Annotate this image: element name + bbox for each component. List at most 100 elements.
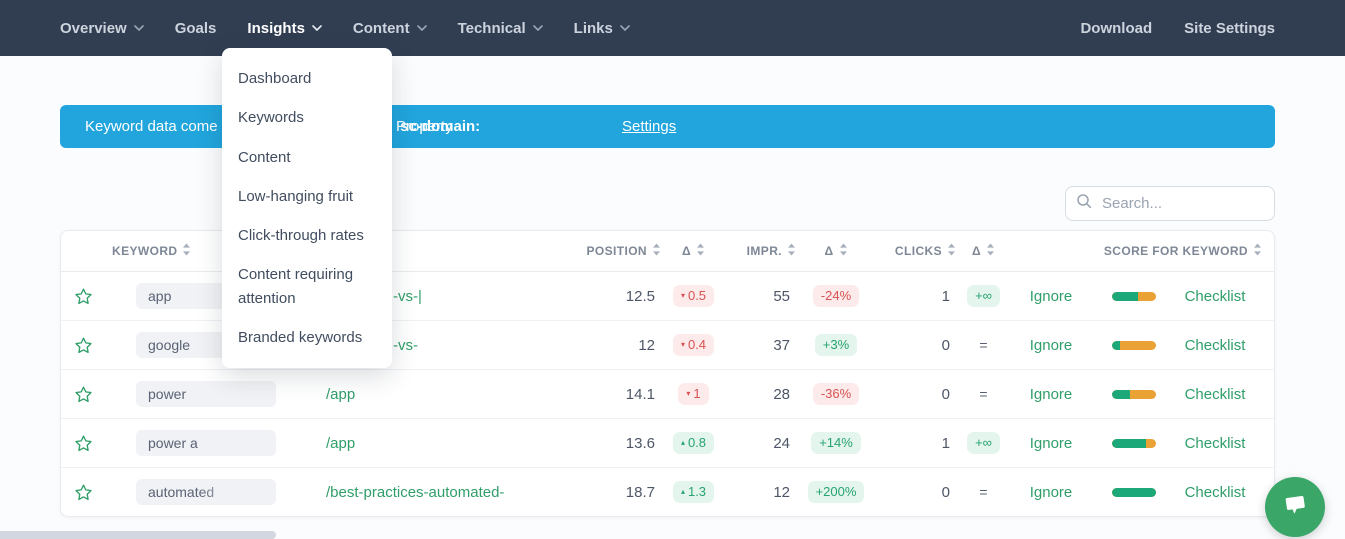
- sort-icon[interactable]: [182, 243, 191, 259]
- banner-message: Keyword data come: [85, 118, 218, 135]
- star-icon[interactable]: [61, 336, 106, 355]
- keyword-cell: automated: [106, 479, 301, 505]
- impressions-value: 55: [773, 287, 790, 305]
- position-delta-cell: ▾ 0.5: [661, 284, 726, 308]
- nav-item-links[interactable]: Links: [574, 20, 630, 37]
- nav-item-label: Links: [573, 19, 613, 37]
- sort-icon[interactable]: [986, 243, 995, 259]
- sort-icon[interactable]: [696, 243, 705, 259]
- ignore-link[interactable]: Ignore: [1029, 336, 1073, 354]
- url-link[interactable]: /app: [326, 385, 356, 403]
- nav-item-label: Technical: [457, 19, 526, 37]
- url-link[interactable]: /best-practices-automated-: [326, 483, 505, 501]
- checklist-cell: Checklist: [1176, 386, 1274, 403]
- ignore-cell: Ignore: [1011, 484, 1091, 501]
- menu-item-branded-keywords[interactable]: Branded keywords: [238, 328, 363, 346]
- header-clicks-delta[interactable]: Δ: [956, 243, 1011, 259]
- chevron-down-icon: [416, 25, 427, 31]
- chevron-down-icon: [532, 25, 543, 31]
- nav-item-insights[interactable]: Insights: [247, 20, 322, 37]
- header-impressions[interactable]: IMPR.: [726, 243, 796, 259]
- checklist-link[interactable]: Checklist: [1184, 385, 1246, 403]
- checklist-cell: Checklist: [1176, 484, 1274, 501]
- keyword-redacted: automated: [136, 479, 276, 505]
- ignore-cell: Ignore: [1011, 337, 1091, 354]
- header-keyword[interactable]: KEYWORD: [106, 243, 301, 259]
- impressions-delta-cell: +3%: [796, 333, 876, 357]
- header-position-delta[interactable]: Δ: [661, 243, 726, 259]
- ignore-link[interactable]: Ignore: [1029, 287, 1073, 305]
- score-bar-fill: [1111, 438, 1146, 448]
- url-link[interactable]: /app: [326, 434, 356, 452]
- chat-bubble-icon: [1275, 485, 1315, 530]
- header-impressions-delta[interactable]: Δ: [796, 243, 876, 259]
- menu-item-content-requiring-attention[interactable]: Content requiring attention: [238, 266, 354, 307]
- insights-dropdown-menu: Dashboard Keywords Content Low-hanging f…: [222, 48, 392, 368]
- ignore-cell: Ignore: [1011, 435, 1091, 452]
- header-score-for-keyword[interactable]: SCORE FOR KEYWORD: [1091, 243, 1274, 259]
- position-value: 12.5: [625, 287, 655, 305]
- position-delta-badge: ▾ 1: [678, 382, 709, 406]
- star-icon[interactable]: [61, 434, 106, 453]
- url-link[interactable]: -vs-: [393, 336, 418, 354]
- checklist-link[interactable]: Checklist: [1184, 336, 1246, 354]
- search-input[interactable]: [1100, 194, 1264, 213]
- banner-property: Property sc-domain:: [396, 118, 481, 135]
- impressions-delta-badge: +14%: [811, 431, 861, 455]
- ignore-link[interactable]: Ignore: [1029, 483, 1073, 501]
- menu-item-content[interactable]: Content: [238, 148, 291, 166]
- ignore-cell: Ignore: [1011, 288, 1091, 305]
- sort-icon[interactable]: [652, 243, 661, 259]
- nav-item-content[interactable]: Content: [353, 20, 427, 37]
- checklist-link[interactable]: Checklist: [1184, 483, 1246, 501]
- horizontal-scrollbar-thumb[interactable]: [0, 531, 276, 539]
- sort-icon[interactable]: [1253, 243, 1262, 259]
- clicks-delta-cell: +∞: [956, 431, 1011, 455]
- checklist-cell: Checklist: [1176, 337, 1274, 354]
- checklist-link[interactable]: Checklist: [1184, 434, 1246, 452]
- impressions-value: 37: [773, 336, 790, 354]
- sort-icon[interactable]: [839, 243, 848, 259]
- banner-settings-link[interactable]: Settings: [622, 118, 677, 135]
- chat-widget-button[interactable]: [1265, 477, 1325, 537]
- sort-icon[interactable]: [787, 243, 796, 259]
- checklist-link[interactable]: Checklist: [1184, 287, 1246, 305]
- menu-item-low-hanging-fruit[interactable]: Low-hanging fruit: [238, 187, 354, 205]
- menu-item-dashboard[interactable]: Dashboard: [238, 70, 312, 87]
- nav-item-goals[interactable]: Goals: [175, 20, 217, 37]
- position-delta-cell: ▾ 0.4: [661, 333, 726, 357]
- impressions-delta-badge: -36%: [812, 382, 860, 406]
- header-position[interactable]: POSITION: [531, 243, 661, 259]
- url-cell: -vs-: [301, 337, 531, 354]
- checklist-cell: Checklist: [1176, 288, 1274, 305]
- menu-item-keywords[interactable]: Keywords: [238, 109, 304, 127]
- star-icon[interactable]: [61, 385, 106, 404]
- nav-item-technical[interactable]: Technical: [458, 20, 543, 37]
- nav-item-download[interactable]: Download: [1080, 20, 1152, 37]
- menu-item-click-through-rates[interactable]: Click-through rates: [238, 227, 364, 244]
- score-bar-fill: [1111, 389, 1130, 399]
- ignore-link[interactable]: Ignore: [1029, 385, 1073, 403]
- score-bar-cell: [1091, 487, 1176, 497]
- star-icon[interactable]: [61, 287, 106, 306]
- score-bar-cell: [1091, 291, 1176, 301]
- nav-item-site-settings[interactable]: Site Settings: [1184, 20, 1275, 37]
- header-clicks[interactable]: CLICKS: [876, 243, 956, 259]
- sort-icon[interactable]: [947, 243, 956, 259]
- score-bar: [1111, 389, 1156, 399]
- score-bar: [1111, 291, 1156, 301]
- star-icon[interactable]: [61, 483, 106, 502]
- table-header-row: KEYWORD POSITION Δ IMPR. Δ CLICKS Δ: [61, 231, 1274, 272]
- chevron-down-icon: [312, 25, 322, 31]
- score-bar-fill: [1111, 487, 1156, 497]
- score-bar: [1111, 487, 1156, 497]
- nav-item-label: Insights: [247, 19, 305, 37]
- chevron-down-icon: [133, 25, 144, 31]
- search-box: [1065, 186, 1275, 221]
- url-link[interactable]: -vs-|: [393, 287, 422, 305]
- url-cell: /app: [301, 386, 531, 403]
- ignore-link[interactable]: Ignore: [1029, 434, 1073, 452]
- nav-item-overview[interactable]: Overview: [60, 20, 144, 37]
- impressions-delta-cell: -24%: [796, 284, 876, 308]
- nav-right-group: Download Site Settings: [1080, 20, 1275, 37]
